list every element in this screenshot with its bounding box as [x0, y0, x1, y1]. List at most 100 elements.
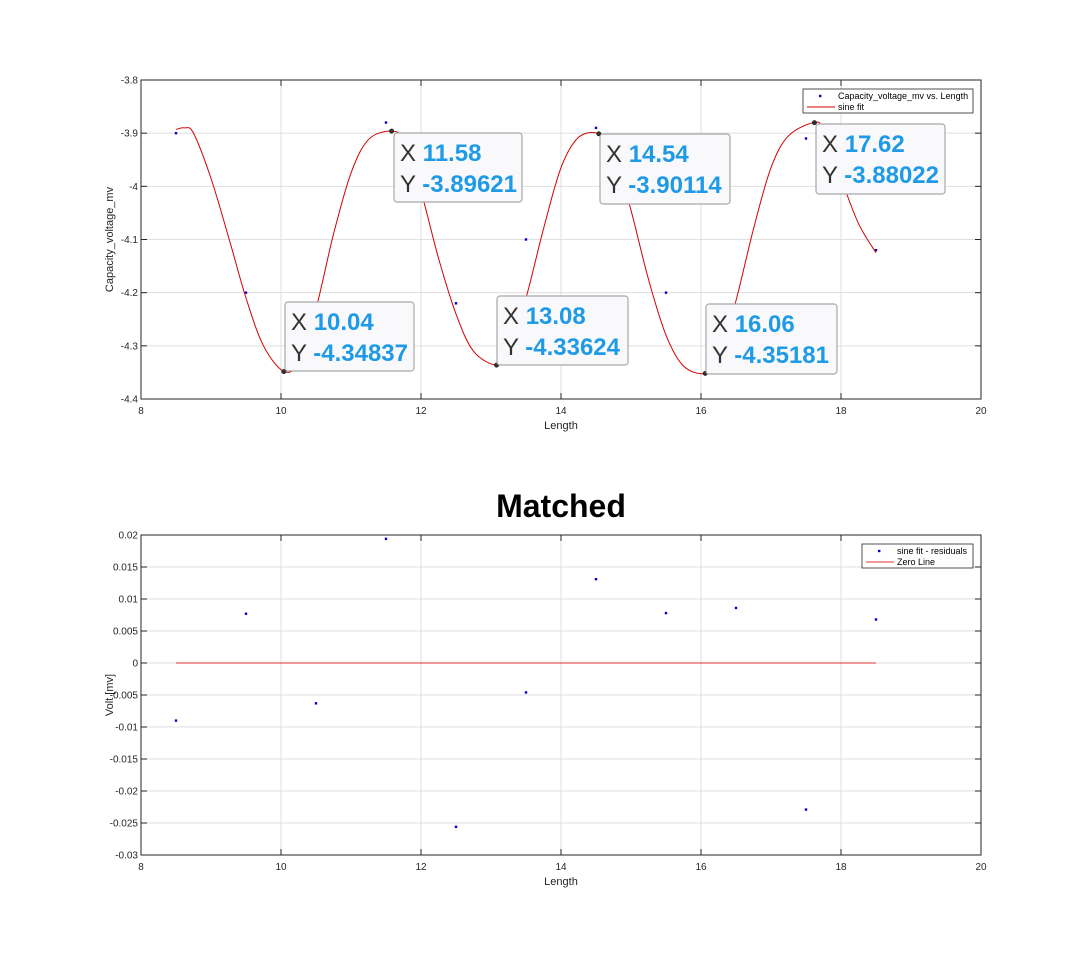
legend-marker [878, 549, 881, 553]
data-point[interactable] [804, 808, 808, 811]
datatip-x-key: X [400, 140, 423, 167]
chart-capacity-voltage: 8 10 12 14 16 18 20 -4.4 -4.3 -4.2 -4.1 -4 -3.9 -3.8 L… [104, 76, 987, 433]
y-tick-label: 0.01 [119, 595, 139, 606]
chart-title: Matched [496, 488, 626, 524]
x-tick-label: 10 [275, 862, 287, 873]
datatip-y-key: Y [291, 340, 313, 367]
y-tick-label: 0.02 [119, 531, 139, 542]
data-point[interactable] [594, 126, 598, 130]
datatip-x-value: 16.06 [735, 311, 795, 338]
y-tick-label: -4.4 [121, 395, 139, 406]
datatip-marker[interactable] [811, 120, 817, 126]
data-point[interactable] [524, 691, 528, 694]
x-tick-label: 20 [975, 406, 987, 417]
datatip-y-value: -4.35181 [734, 342, 829, 369]
y-tick-label: 0.005 [113, 627, 138, 638]
datatip-y-value: -3.90114 [628, 172, 722, 199]
x-tick-label: 18 [835, 406, 847, 417]
datatip-box [815, 123, 946, 195]
datatip-x-row: X 17.62 [822, 131, 905, 158]
datatip[interactable]: X 10.04 Y -4.34837 [281, 301, 415, 375]
y-tick-label: -0.03 [115, 851, 138, 862]
data-point[interactable] [664, 611, 668, 615]
data-point[interactable] [874, 248, 878, 252]
datatip[interactable]: X 13.08Y -4.33624 [494, 295, 629, 368]
datatip-y-key: Y [400, 171, 422, 198]
y-tick-label: 0 [132, 659, 138, 670]
x-axis-label: Length [544, 420, 578, 432]
datatip-x-key: X [503, 303, 526, 330]
data-point[interactable] [664, 291, 668, 294]
data-point[interactable] [384, 121, 388, 124]
datatip-x-key: X [291, 309, 314, 336]
datatip[interactable]: X 16.06Y -4.35181 [702, 303, 838, 376]
x-axis-label: Length [544, 876, 578, 888]
data-point[interactable] [594, 577, 598, 581]
data-point[interactable] [454, 302, 458, 305]
datatip-y-value: -4.33624 [525, 334, 620, 361]
x-tick-label: 8 [138, 406, 144, 417]
datatip-y-row: Y -3.89621 [400, 171, 517, 198]
datatip-x-value: 13.08 [526, 303, 586, 330]
datatip-y-key: Y [606, 172, 628, 199]
data-point[interactable] [384, 537, 388, 541]
legend-box [861, 543, 974, 569]
legend-entry: Capacity_voltage_mv vs. Length [838, 91, 968, 101]
x-tick-label: 14 [555, 862, 567, 873]
y-axis-label: Capacity_voltage_mv [104, 186, 116, 292]
datatip-y-key: Y [712, 342, 734, 369]
datatip-box [393, 132, 523, 203]
datatip-x-row: X 13.08 [503, 303, 586, 330]
y-tick-label: -0.015 [110, 755, 139, 766]
legend-entry: sine fit [838, 102, 865, 112]
datatip-x-value: 11.58 [423, 140, 482, 167]
datatip-y-row: Y -3.90114 [606, 172, 722, 199]
y-tick-label: 0.015 [113, 563, 138, 574]
data-point[interactable] [454, 825, 458, 829]
y-tick-label: -0.02 [115, 787, 138, 798]
y-tick-label: -3.9 [121, 129, 139, 140]
datatip-y-value: -3.88022 [844, 162, 939, 189]
data-point[interactable] [174, 719, 178, 722]
data-point[interactable] [804, 137, 808, 140]
data-point[interactable] [174, 131, 178, 135]
datatip-x-key: X [606, 141, 629, 168]
x-tick-label: 20 [975, 862, 987, 873]
datatip-marker[interactable] [281, 369, 287, 375]
datatip-x-key: X [712, 311, 735, 338]
y-tick-label: -4.1 [121, 235, 139, 246]
data-point[interactable] [874, 618, 878, 621]
y-tick-label: -4.2 [121, 288, 139, 299]
datatip-box [705, 303, 838, 375]
datatip[interactable]: X 11.58Y -3.89621 [389, 128, 523, 203]
x-tick-label: 12 [415, 862, 427, 873]
datatip-x-row: X 10.04 [291, 309, 374, 336]
datatip-x-row: X 11.58 [400, 140, 481, 167]
data-point[interactable] [524, 238, 528, 241]
legend-entry: sine fit - residuals [897, 546, 968, 556]
datatip-y-row: Y -4.34837 [291, 340, 408, 367]
x-tick-label: 10 [275, 406, 287, 417]
data-point[interactable] [314, 702, 318, 705]
x-tick-label: 16 [695, 862, 707, 873]
y-tick-label: -0.01 [115, 723, 138, 734]
datatip[interactable]: X 14.54Y -3.90114 [596, 131, 731, 205]
datatip-x-row: X 16.06 [712, 311, 795, 338]
legend-box [802, 88, 974, 114]
data-point[interactable] [244, 612, 248, 615]
datatip-box [496, 295, 629, 366]
datatip[interactable]: X 17.62 Y -3.88022 [811, 120, 946, 195]
y-tick-label: -4.3 [121, 341, 139, 352]
data-point[interactable] [244, 291, 248, 294]
datatip-box [599, 133, 731, 205]
data-point[interactable] [734, 606, 738, 610]
y-tick-label: -0.025 [110, 819, 139, 830]
datatip-y-value: -3.89621 [422, 171, 517, 198]
legend-entry: Zero Line [897, 557, 935, 567]
datatip-marker[interactable] [389, 128, 395, 134]
datatip-y-row: Y -3.88022 [822, 162, 939, 189]
x-tick-label: 18 [835, 862, 847, 873]
